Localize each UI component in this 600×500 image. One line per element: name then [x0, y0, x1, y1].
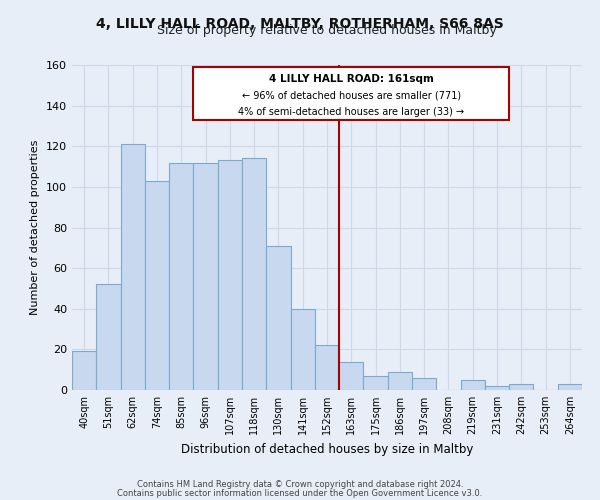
Bar	[72, 352, 96, 390]
Bar	[412, 378, 436, 390]
Bar	[266, 246, 290, 390]
Bar	[509, 384, 533, 390]
Text: 4 LILLY HALL ROAD: 161sqm: 4 LILLY HALL ROAD: 161sqm	[269, 74, 434, 84]
FancyBboxPatch shape	[193, 67, 509, 120]
X-axis label: Distribution of detached houses by size in Maltby: Distribution of detached houses by size …	[181, 442, 473, 456]
Bar	[339, 362, 364, 390]
Text: 4% of semi-detached houses are larger (33) →: 4% of semi-detached houses are larger (3…	[238, 106, 464, 117]
Bar	[193, 162, 218, 390]
Text: ← 96% of detached houses are smaller (771): ← 96% of detached houses are smaller (77…	[242, 90, 461, 101]
Title: Size of property relative to detached houses in Maltby: Size of property relative to detached ho…	[157, 24, 497, 38]
Text: Contains public sector information licensed under the Open Government Licence v3: Contains public sector information licen…	[118, 489, 482, 498]
Text: 4, LILLY HALL ROAD, MALTBY, ROTHERHAM, S66 8AS: 4, LILLY HALL ROAD, MALTBY, ROTHERHAM, S…	[96, 18, 504, 32]
Bar	[169, 162, 193, 390]
Y-axis label: Number of detached properties: Number of detached properties	[31, 140, 40, 315]
Bar	[558, 384, 582, 390]
Text: Contains HM Land Registry data © Crown copyright and database right 2024.: Contains HM Land Registry data © Crown c…	[137, 480, 463, 489]
Bar	[315, 346, 339, 390]
Bar	[485, 386, 509, 390]
Bar	[290, 308, 315, 390]
Bar	[96, 284, 121, 390]
Bar	[145, 181, 169, 390]
Bar	[388, 372, 412, 390]
Bar	[461, 380, 485, 390]
Bar	[364, 376, 388, 390]
Bar	[242, 158, 266, 390]
Bar	[218, 160, 242, 390]
Bar	[121, 144, 145, 390]
